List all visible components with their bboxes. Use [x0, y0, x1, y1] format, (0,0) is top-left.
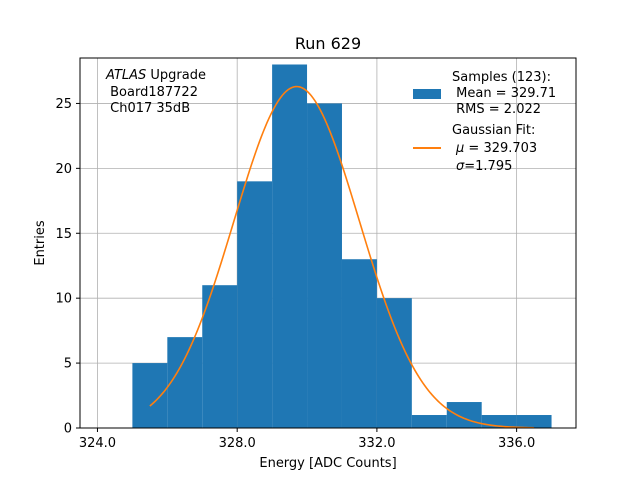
x-tick-label: 328.0 — [219, 436, 256, 451]
legend-fit-sigma: σ=1.795 — [456, 159, 512, 174]
sigma-value: =1.795 — [464, 159, 512, 174]
histogram-bar — [341, 259, 377, 428]
legend-fit-title: Gaussian Fit: — [452, 123, 535, 138]
plot-frame — [79, 57, 577, 429]
legend-fit-mu: μ = 329.703 — [455, 141, 537, 156]
legend: Samples (123): Mean = 329.71 RMS = 2.022… — [413, 70, 556, 174]
histogram-bar — [516, 415, 552, 428]
y-tick-label: 20 — [55, 162, 72, 177]
legend-samples-swatch — [413, 89, 441, 99]
mu-value: = 329.703 — [464, 141, 537, 156]
histogram-bar — [376, 298, 412, 428]
x-axis-ticks: 324.0 328.0 332.0 336.0 — [79, 428, 535, 451]
gaussian-fit-curve — [149, 85, 535, 429]
y-tick-label: 5 — [64, 357, 72, 372]
annotation-channel: Ch017 35dB — [106, 101, 190, 116]
atlas-label: ATLAS — [105, 68, 146, 83]
histogram-bar — [237, 181, 273, 428]
x-axis-label: Energy [ADC Counts] — [259, 456, 396, 471]
x-tick-label: 332.0 — [358, 436, 395, 451]
y-tick-label: 0 — [64, 422, 72, 437]
x-tick-label: 324.0 — [79, 436, 116, 451]
histogram-bar — [272, 64, 308, 429]
histogram-bar — [446, 402, 482, 428]
y-axis-label: Entries — [33, 220, 48, 266]
x-tick-label: 336.0 — [498, 436, 535, 451]
annotation-board: Board187722 — [106, 85, 198, 100]
legend-samples-rms: RMS = 2.022 — [452, 102, 541, 117]
gaussian-fit — [149, 85, 535, 429]
histogram-bar — [411, 415, 447, 428]
histogram-bar — [167, 337, 203, 428]
atlas-annotation: ATLAS Upgrade Board187722 Ch017 35dB — [105, 68, 206, 116]
mu-symbol: μ — [455, 141, 464, 156]
y-tick-label: 10 — [55, 292, 72, 307]
upgrade-label: Upgrade — [146, 68, 206, 83]
chart-title: Run 629 — [295, 34, 361, 53]
y-tick-label: 25 — [55, 97, 72, 112]
histogram-bar — [202, 285, 238, 428]
legend-samples-mean: Mean = 329.71 — [452, 86, 556, 101]
y-tick-label: 15 — [55, 227, 72, 242]
y-axis-ticks: 0 5 10 15 20 25 — [55, 97, 80, 437]
legend-samples-title: Samples (123): — [452, 70, 551, 85]
histogram-bars — [132, 64, 552, 429]
histogram-bar — [132, 363, 168, 428]
sigma-symbol: σ — [456, 159, 465, 174]
histogram-bar — [307, 103, 342, 428]
annotation-line-1: ATLAS Upgrade — [105, 68, 206, 83]
